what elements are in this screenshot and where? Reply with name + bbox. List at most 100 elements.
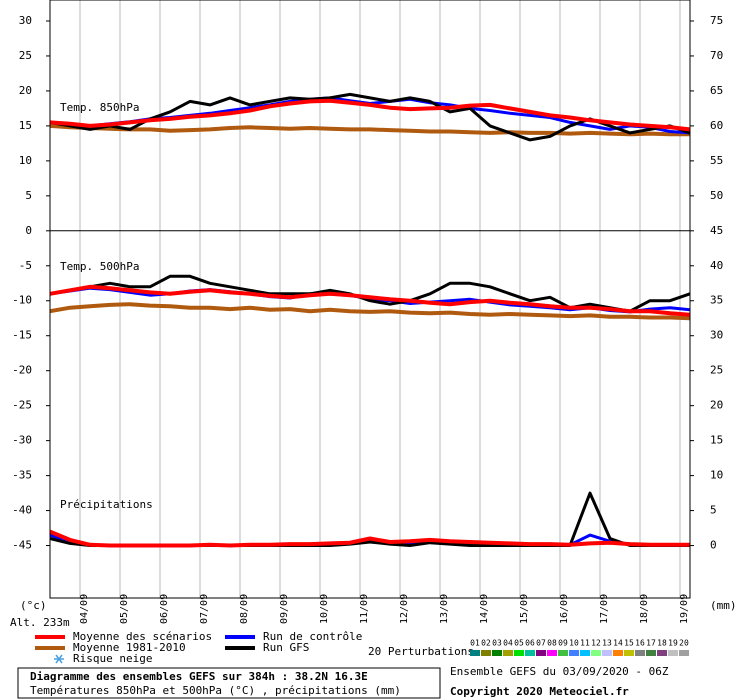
perturbation-swatch [536, 650, 546, 656]
y-tick-label: 20 [19, 84, 32, 97]
plot-border [49, 0, 691, 599]
perturbation-number: 03 [492, 639, 502, 648]
y-tick-label: -20 [12, 364, 32, 377]
legend-label: Run GFS [263, 641, 309, 654]
perturbation-swatch [492, 650, 502, 656]
perturbation-swatch [668, 650, 678, 656]
perturbation-number: 14 [613, 639, 623, 648]
y2-tick-label: 20 [710, 399, 723, 412]
perturbation-number: 20 [679, 639, 689, 648]
y-tick-label: -30 [12, 434, 32, 447]
series-line [49, 302, 691, 321]
perturbation-number: 02 [481, 639, 491, 648]
perturbation-swatch [646, 650, 656, 656]
perturbation-swatch [602, 650, 612, 656]
y2-tick-label: 5 [710, 504, 717, 517]
copyright: Copyright 2020 Meteociel.fr [450, 685, 629, 698]
x-tick-label: 19/09 [679, 594, 690, 624]
y2-tick-label: 70 [710, 49, 723, 62]
perturbation-swatch [613, 650, 623, 656]
perturbation-number: 04 [503, 639, 513, 648]
perturbation-swatch [591, 650, 601, 656]
y-tick-label: 5 [25, 189, 32, 202]
y-tick-label: -35 [12, 469, 32, 482]
chart-subtitle: Températures 850hPa et 500hPa (°C) , pré… [30, 684, 401, 697]
x-tick-label: 16/09 [559, 594, 570, 624]
snow-icon [54, 654, 64, 664]
perturbation-number: 19 [668, 639, 678, 648]
x-tick-label: 07/09 [199, 594, 210, 624]
perturbation-number: 01 [470, 639, 480, 648]
perturbation-number: 07 [536, 639, 546, 648]
perturbation-swatch [624, 650, 634, 656]
y2-axis-unit: (mm) [710, 599, 737, 612]
series-line [49, 529, 690, 548]
y-tick-label: 30 [19, 14, 32, 27]
perturbation-swatch [481, 650, 491, 656]
y-tick-label: 15 [19, 119, 32, 132]
y2-tick-label: 55 [710, 154, 723, 167]
perturbation-number: 17 [646, 639, 656, 648]
altitude: Alt. 233m [10, 616, 70, 629]
y2-tick-label: 45 [710, 224, 723, 237]
perturbation-swatch [470, 650, 480, 656]
x-tick-label: 08/09 [239, 594, 250, 624]
series-line [49, 274, 691, 313]
perturbation-number: 10 [569, 639, 579, 648]
perturbation-swatch [679, 650, 689, 656]
x-tick-label: 05/09 [119, 594, 130, 624]
y2-tick-label: 40 [710, 259, 723, 272]
y2-tick-label: 60 [710, 119, 723, 132]
plot-area [46, 0, 694, 599]
y-tick-label: -10 [12, 294, 32, 307]
series-line [49, 98, 691, 132]
run-info: Ensemble GEFS du 03/09/2020 - 06Z [450, 665, 669, 678]
x-tick-label: 13/09 [439, 594, 450, 624]
perturbation-swatch [547, 650, 557, 656]
panel-label: Temp. 500hPa [60, 260, 139, 273]
y-tick-label: -40 [12, 504, 32, 517]
perturbations-label: 20 Perturbations [368, 645, 474, 658]
y-tick-label: 10 [19, 154, 32, 167]
x-tick-label: 06/09 [159, 594, 170, 624]
y2-tick-label: 75 [710, 14, 723, 27]
x-tick-label: 12/09 [399, 594, 410, 624]
perturbation-swatch [525, 650, 535, 656]
perturbation-swatch [657, 650, 667, 656]
y2-tick-label: 10 [710, 469, 723, 482]
perturbation-number: 09 [558, 639, 568, 648]
series-line [49, 284, 691, 317]
y-tick-label: -15 [12, 329, 32, 342]
perturbation-number: 16 [635, 639, 645, 648]
y2-tick-label: 15 [710, 434, 723, 447]
perturbation-number: 12 [591, 639, 601, 648]
title-box [17, 667, 441, 699]
x-tick-label: 17/09 [599, 594, 610, 624]
x-tick-label: 10/09 [319, 594, 330, 624]
panel-label: Temp. 850hPa [60, 101, 139, 114]
panel-label: Précipitations [60, 498, 153, 511]
x-tick-label: 14/09 [479, 594, 490, 624]
series-line [49, 123, 690, 137]
y2-tick-label: 25 [710, 364, 723, 377]
y2-tick-label: 0 [710, 539, 717, 552]
perturbation-swatch [558, 650, 568, 656]
x-tick-label: 09/09 [279, 594, 290, 624]
x-tick-label: 15/09 [519, 594, 530, 624]
perturbation-number: 08 [547, 639, 557, 648]
y-tick-label: -45 [12, 539, 32, 552]
perturbation-number: 13 [602, 639, 612, 648]
legend-label: Moyenne des scénarios [73, 630, 212, 643]
legend-label: Run de contrôle [263, 630, 362, 643]
y-tick-label: 0 [25, 224, 32, 237]
y-axis-unit: (°c) [20, 599, 47, 612]
perturbation-swatch [503, 650, 513, 656]
perturbation-number: 11 [580, 639, 590, 648]
perturbation-number: 05 [514, 639, 524, 648]
y2-tick-label: 30 [710, 329, 723, 342]
y-tick-label: -5 [19, 259, 32, 272]
y-tick-label: -25 [12, 399, 32, 412]
chart-title: Diagramme des ensembles GEFS sur 384h : … [30, 670, 368, 683]
